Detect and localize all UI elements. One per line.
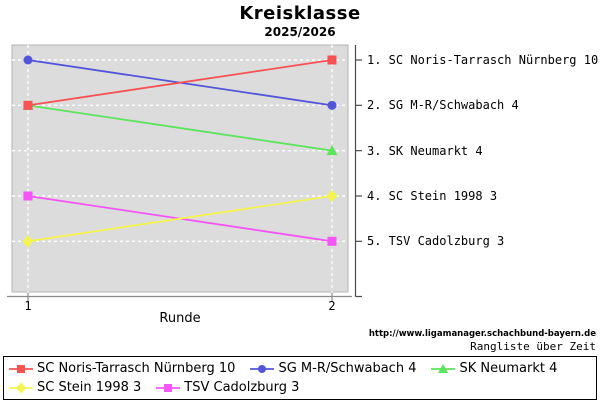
x-tick-label: 1 (24, 299, 32, 313)
legend-label: SK Neumarkt 4 (459, 361, 558, 376)
legend-label: TSV Cadolzburg 3 (184, 380, 300, 395)
data-point-marker (327, 236, 337, 246)
chart-caption: Rangliste über Zeit (470, 340, 596, 353)
square-legend-marker-icon (9, 364, 33, 373)
data-point-marker (23, 191, 33, 201)
circle-legend-marker-icon (250, 364, 275, 373)
ranking-item: 3. SK Neumarkt 4 (367, 143, 483, 158)
triangle-legend-marker-icon (431, 363, 456, 373)
data-point-marker (327, 100, 337, 110)
data-point-marker (23, 100, 33, 110)
x-axis-label: Runde (159, 311, 201, 326)
legend-item: SK Neumarkt 4 (430, 359, 557, 378)
diamond-legend-marker-icon (9, 382, 33, 393)
ranking-item: 1. SC Noris-Tarrasch Nürnberg 10 (367, 53, 599, 67)
series-line (27, 59, 333, 107)
legend-item: TSV Cadolzburg 3 (155, 378, 299, 397)
chart-title: Kreisklasse (239, 3, 361, 24)
ranking-item: 5. TSV Cadolzburg 3 (367, 234, 505, 249)
square-legend-marker-icon (156, 383, 181, 392)
series-line (27, 195, 333, 243)
data-point-marker (327, 55, 337, 65)
source-url: http://www.ligamanager.schachbund-bayern… (368, 329, 596, 339)
legend-label: SG M-R/Schwabach 4 (278, 361, 417, 376)
legend-item: SC Noris-Tarrasch Nürnberg 10 (8, 359, 235, 378)
ranking-item: 2. SG M-R/Schwabach 4 (367, 98, 519, 113)
data-point-marker (326, 189, 338, 202)
series-line (27, 104, 333, 152)
legend-label: SC Noris-Tarrasch Nürnberg 10 (37, 361, 236, 376)
data-point-marker (22, 235, 34, 248)
legend-item: SC Stein 1998 3 (8, 378, 141, 397)
data-point-marker (326, 145, 338, 156)
x-tick-label: 2 (328, 299, 336, 313)
legend-item: SG M-R/Schwabach 4 (249, 359, 416, 378)
data-point-marker (23, 55, 33, 65)
plot-area (11, 44, 349, 293)
chart-subtitle: 2025/2026 (264, 25, 336, 39)
ranking-item: 4. SC Stein 1998 3 (367, 188, 498, 203)
legend-label: SC Stein 1998 3 (37, 380, 142, 395)
legend: SC Noris-Tarrasch Nürnberg 10 SG M-R/Schw… (3, 356, 597, 400)
